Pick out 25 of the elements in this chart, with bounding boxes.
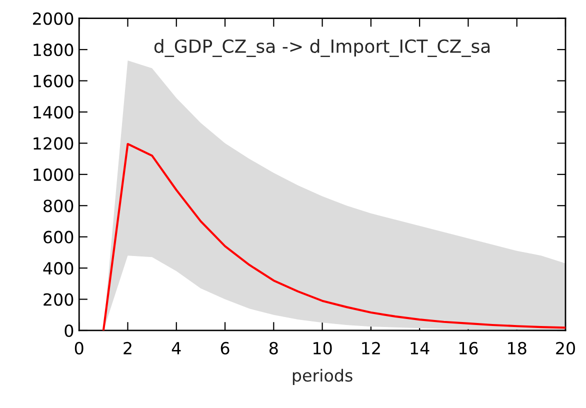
x-tick-label: 0 [74, 342, 84, 354]
x-tick-label: 14 [410, 342, 430, 354]
x-tick-label: 20 [556, 342, 575, 354]
x-tick-label: 12 [362, 342, 380, 354]
x-tick-label: 16 [459, 342, 478, 354]
y-tick-label: 400 [43, 262, 74, 275]
y-tick-label: 1400 [34, 106, 74, 119]
y-tick-label: 1600 [34, 74, 74, 88]
x-axis-title: periods [292, 368, 352, 385]
y-tick-label: 1200 [34, 137, 74, 150]
y-tick-label: 200 [44, 293, 74, 306]
y-tick-label: 1800 [34, 44, 74, 56]
x-tick-label: 18 [508, 342, 526, 354]
line-series [102, 142, 566, 330]
x-tick-label: 10 [314, 342, 332, 354]
y-tick-label: 2000 [33, 12, 74, 25]
y-tick-label: 0 [64, 324, 74, 338]
x-tick-label: 4 [172, 342, 181, 354]
x-tick-label: 6 [220, 342, 230, 354]
text: d_GDP_CZ_sa -> d_Import_ICT_CZ_sa [154, 39, 490, 57]
y-tick-label: 600 [44, 230, 74, 244]
x-tick-label: 2 [124, 342, 132, 354]
x-tick-label: 8 [269, 342, 278, 354]
y-tick-label: 800 [44, 200, 74, 212]
y-tick-label: 1000 [34, 168, 74, 181]
